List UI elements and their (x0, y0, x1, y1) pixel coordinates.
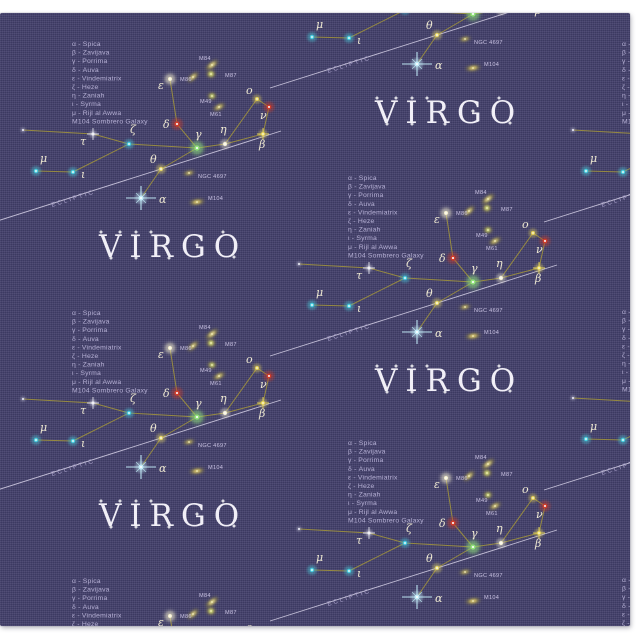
pattern-tile (544, 41, 630, 265)
virgo-pattern-canvas: ECLIPTICM84M86M87M49M61NGC 4697M104τζιμθ… (0, 13, 630, 626)
pattern-tile (270, 175, 557, 399)
pattern-tile (544, 577, 630, 626)
pattern-tile (270, 440, 557, 626)
pattern-tile (544, 309, 630, 533)
pattern-tile (270, 13, 557, 131)
pattern-tile (0, 41, 281, 265)
pattern-tile (0, 578, 281, 626)
pattern-tile (0, 310, 281, 534)
fabric-swatch: ECLIPTICM84M86M87M49M61NGC 4697M104τζιμθ… (0, 13, 630, 626)
